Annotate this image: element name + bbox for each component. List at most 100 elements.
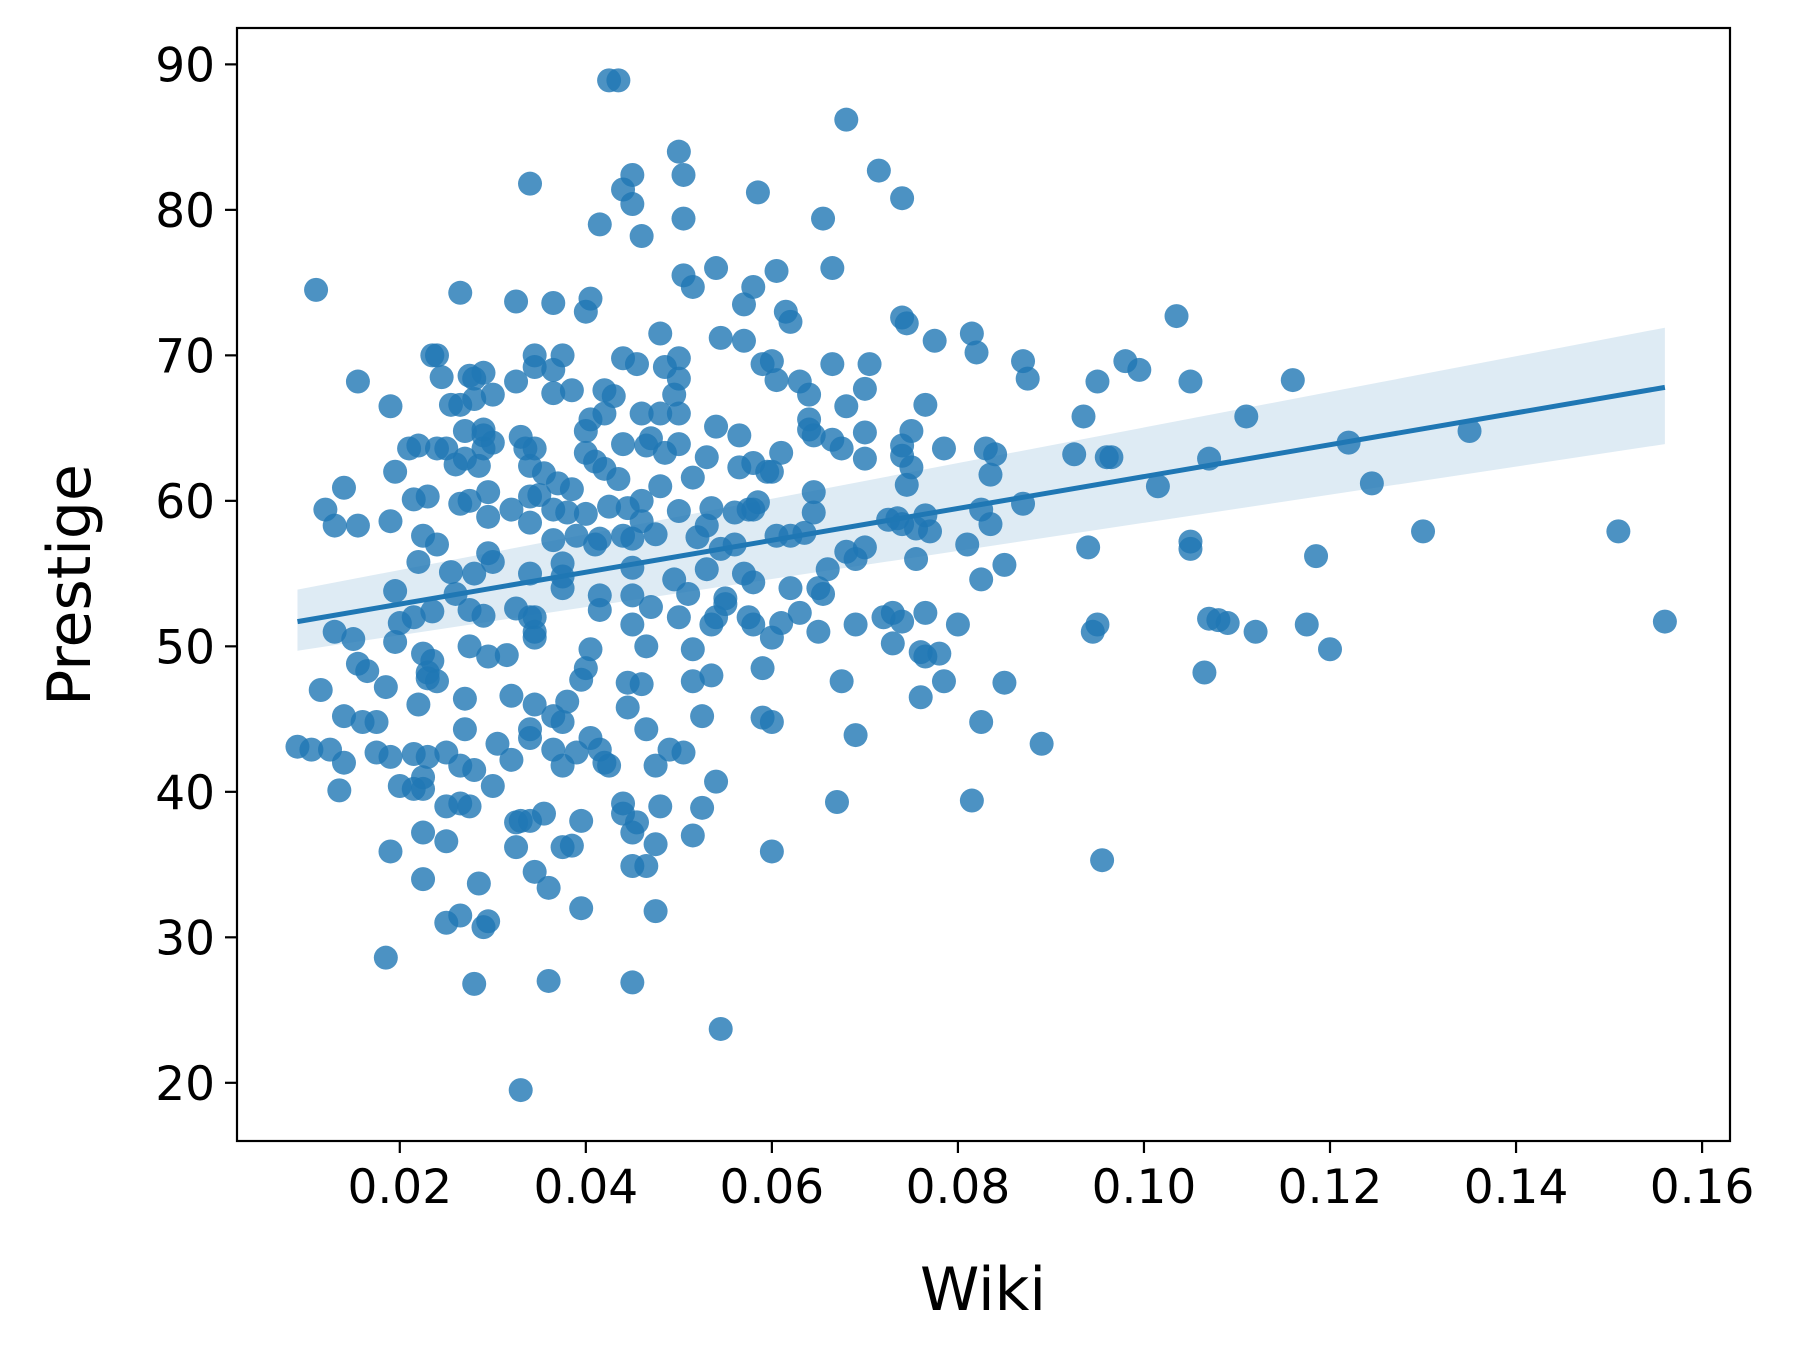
scatter-point: [345, 369, 370, 394]
scatter-point: [931, 669, 956, 694]
scatter-point: [1606, 519, 1631, 544]
scatter-point: [387, 611, 412, 636]
scatter-point: [518, 510, 543, 535]
scatter-point: [550, 576, 575, 601]
scatter-point: [1145, 474, 1170, 499]
scatter-point: [764, 258, 789, 283]
scatter-point: [1178, 536, 1203, 561]
scatter-point: [424, 532, 449, 557]
scatter-point: [620, 192, 645, 217]
scatter-point: [797, 382, 822, 407]
scatter-point: [634, 433, 659, 458]
scatter-point: [397, 436, 422, 461]
scatter-point: [620, 820, 645, 845]
scatter-point: [573, 501, 598, 526]
scatter-point: [504, 835, 529, 860]
scatter-point: [704, 256, 729, 281]
scatter-point: [322, 513, 347, 538]
scatter-point: [597, 494, 622, 519]
scatter-point: [1076, 535, 1101, 560]
scatter-point: [890, 186, 915, 211]
scatter-point: [597, 753, 622, 778]
scatter-point: [476, 504, 501, 529]
y-tick-label: 50: [155, 620, 215, 675]
scatter-point: [462, 561, 487, 586]
scatter-point: [522, 354, 547, 379]
scatter-point: [462, 971, 487, 996]
scatter-point: [569, 667, 594, 692]
scatter-points: [285, 68, 1677, 1103]
scatter-point: [685, 525, 710, 550]
y-tick-label: 70: [155, 329, 215, 384]
scatter-point: [620, 526, 645, 551]
x-tick-label: 0.14: [1464, 1160, 1569, 1215]
scatter-point: [504, 369, 529, 394]
scatter-point: [559, 477, 584, 502]
scatter-point: [462, 758, 487, 782]
scatter-point: [801, 480, 826, 505]
scatter-point: [759, 709, 784, 734]
scatter-point: [904, 547, 929, 572]
scatter-point: [750, 656, 775, 681]
scatter-point: [708, 1016, 733, 1041]
scatter-point: [378, 839, 403, 864]
scatter-point: [852, 420, 877, 445]
scatter-point: [731, 328, 756, 353]
scatter-point: [452, 686, 477, 711]
confidence-band-layer: [297, 327, 1665, 651]
scatter-point: [383, 459, 408, 484]
y-tick-label: 60: [155, 475, 215, 530]
scatter-point: [1318, 637, 1343, 662]
scatter-point: [978, 512, 1003, 537]
scatter-point: [476, 644, 501, 669]
scatter-point: [787, 600, 812, 625]
scatter-point: [671, 162, 696, 187]
scatter-point: [504, 289, 529, 314]
scatter-point: [438, 560, 463, 585]
scatter-point: [959, 321, 984, 346]
scatter-point: [452, 419, 477, 444]
scatter-point: [913, 644, 938, 669]
scatter-point: [406, 549, 431, 574]
scatter-point: [364, 709, 389, 734]
scatter-point: [955, 532, 980, 557]
scatter-point: [466, 871, 491, 896]
y-axis: 20 30 40 50 60 70 80 90: [155, 38, 237, 1112]
scatter-point: [331, 704, 356, 729]
scatter-point: [541, 290, 566, 315]
scatter-point: [983, 442, 1008, 467]
scatter-point: [969, 709, 994, 734]
scatter-point: [945, 612, 970, 637]
scatter-point: [508, 1078, 533, 1103]
scatter-point: [1304, 544, 1329, 569]
scatter-point: [680, 637, 705, 662]
scatter-point: [834, 394, 859, 419]
scatter-point: [555, 500, 580, 525]
scatter-point: [620, 970, 645, 995]
scatter-point: [1234, 404, 1259, 429]
scatter-point: [624, 352, 649, 377]
scatter-point: [759, 459, 784, 484]
scatter-point: [699, 612, 724, 637]
scatter-point: [406, 692, 431, 717]
scatter-point: [411, 867, 436, 892]
scatter-point: [1062, 442, 1087, 467]
x-tick-label: 0.12: [1278, 1160, 1383, 1215]
scatter-point: [811, 581, 836, 606]
scatter-point: [908, 685, 933, 710]
scatter-point: [648, 401, 673, 426]
scatter-point: [443, 452, 468, 477]
scatter-point: [769, 440, 794, 465]
scatter-point: [727, 423, 752, 448]
scatter-point: [1015, 366, 1040, 391]
scatter-point: [852, 376, 877, 401]
scatter-point: [466, 453, 491, 478]
scatter-point: [918, 519, 943, 544]
scatter-point: [620, 612, 645, 637]
scatter-point: [1094, 445, 1119, 470]
scatter-point: [471, 915, 496, 940]
scatter-point: [1164, 304, 1189, 329]
scatter-point: [680, 274, 705, 299]
scatter-point: [843, 612, 868, 637]
scatter-point: [704, 769, 729, 794]
